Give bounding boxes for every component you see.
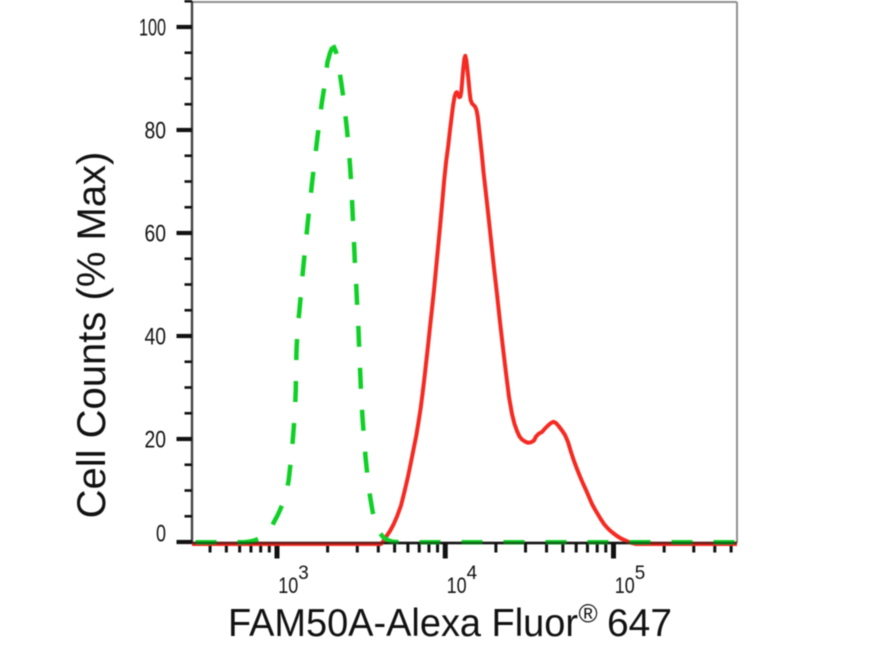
svg-text:®: ®	[579, 599, 598, 629]
svg-text:FAM50A-Alexa Fluor: FAM50A-Alexa Fluor	[228, 602, 578, 645]
svg-text:40: 40	[145, 324, 167, 351]
svg-text:647: 647	[607, 602, 672, 645]
svg-text:4: 4	[467, 562, 478, 584]
svg-text:0: 0	[156, 521, 166, 548]
svg-text:3: 3	[298, 562, 309, 584]
svg-text:60: 60	[145, 221, 167, 248]
svg-text:20: 20	[145, 427, 167, 454]
svg-text:80: 80	[145, 118, 167, 145]
svg-text:10: 10	[278, 573, 298, 598]
svg-text:10: 10	[447, 573, 467, 598]
svg-text:100: 100	[139, 15, 166, 42]
svg-text:Cell Counts (% Max): Cell Counts (% Max)	[70, 152, 114, 519]
svg-text:10: 10	[615, 573, 635, 598]
svg-text:5: 5	[635, 562, 646, 584]
